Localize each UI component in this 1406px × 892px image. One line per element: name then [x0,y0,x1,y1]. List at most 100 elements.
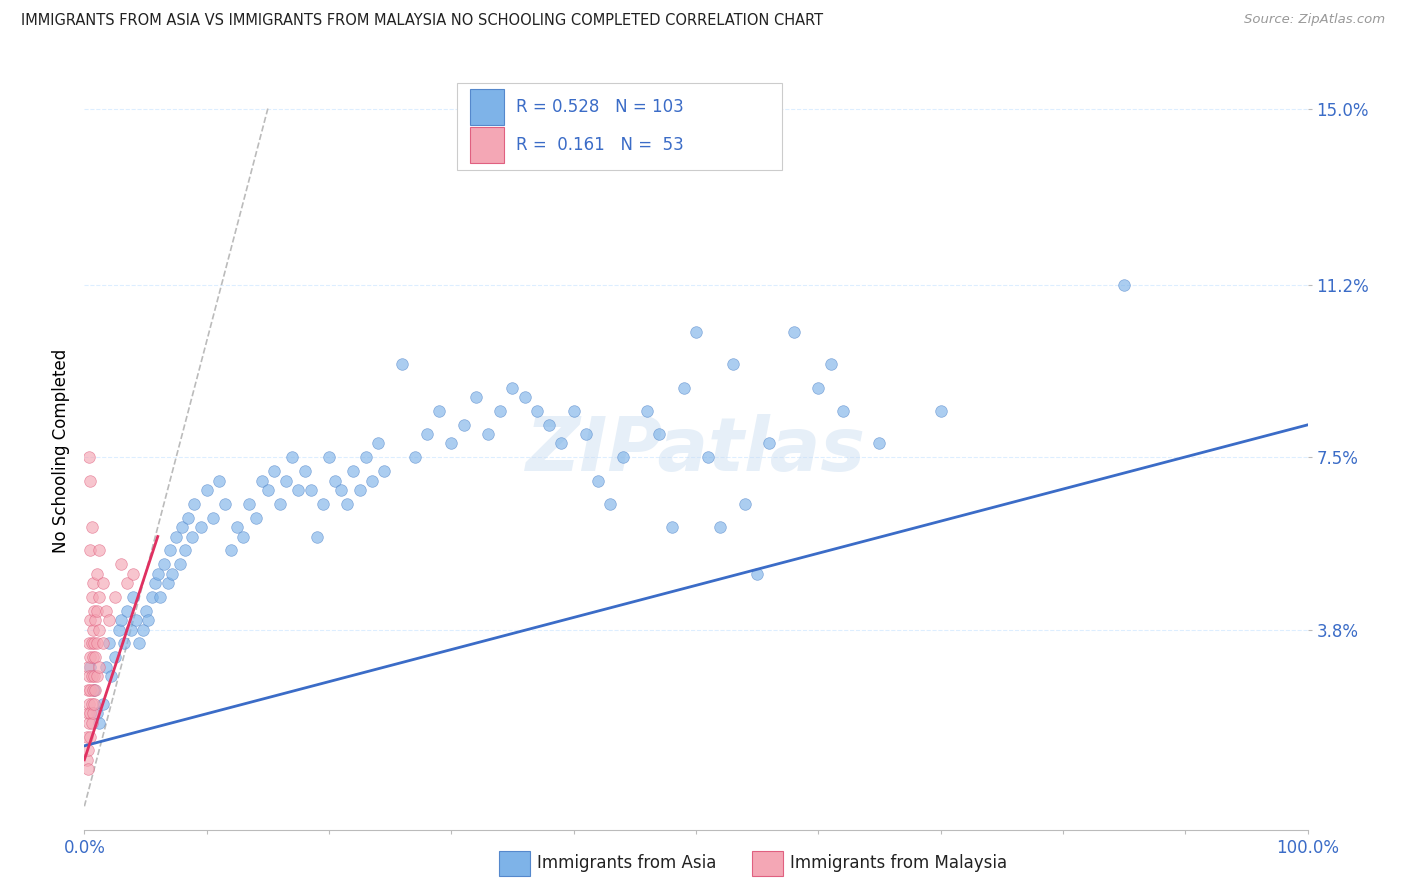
Point [783,325,806,339]
Point [208,474,231,488]
Point [477,427,499,442]
Point [721,358,744,372]
Point [143,576,166,591]
Point [87,623,110,637]
Point [79,613,101,627]
Point [367,436,389,450]
Point [159,543,181,558]
Point [550,436,572,450]
Point [80,669,103,683]
Point [831,404,853,418]
Point [82,650,104,665]
Text: R = 0.528   N = 103: R = 0.528 N = 103 [516,98,683,116]
Point [83,697,105,711]
Text: IMMIGRANTS FROM ASIA VS IMMIGRANTS FROM MALAYSIA NO SCHOOLING COMPLETED CORRELAT: IMMIGRANTS FROM ASIA VS IMMIGRANTS FROM … [21,13,824,29]
Point [132,623,155,637]
Point [87,543,110,558]
Point [440,436,463,450]
Point [373,464,395,478]
Point [86,604,108,618]
Point [612,450,634,465]
Point [232,529,254,543]
Point [276,474,298,488]
Point [80,520,103,534]
Point [747,566,769,581]
Point [115,576,138,591]
Point [538,417,561,432]
Text: R =  0.161   N =  53: R = 0.161 N = 53 [516,136,683,154]
Point [599,497,621,511]
Point [77,762,100,776]
Text: Immigrants from Malaysia: Immigrants from Malaysia [790,855,1007,872]
Text: ZIPatlas: ZIPatlas [526,414,866,487]
Point [125,613,148,627]
Point [84,650,107,665]
Point [77,715,100,730]
Point [1114,278,1136,293]
Point [83,669,105,683]
Point [91,636,114,650]
Point [177,511,200,525]
Point [360,474,382,488]
Point [281,450,304,465]
Point [404,450,426,465]
Point [162,566,184,581]
Point [120,623,142,637]
Point [76,753,98,767]
Point [181,529,204,543]
Point [104,590,127,604]
Point [226,520,249,534]
Point [82,706,104,721]
Point [86,636,108,650]
Point [135,604,157,618]
Point [104,650,127,665]
Point [77,636,100,650]
Point [453,417,475,432]
Point [349,483,371,497]
Point [672,381,695,395]
Point [80,715,103,730]
Point [77,683,100,698]
Point [269,497,291,511]
Point [190,520,212,534]
Y-axis label: No Schooling Completed: No Schooling Completed [52,349,70,552]
Point [287,483,309,497]
Point [82,576,104,591]
Point [87,715,110,730]
Point [336,497,359,511]
Point [294,464,316,478]
Point [115,604,138,618]
Point [323,474,346,488]
Point [122,590,145,604]
Bar [470,127,503,163]
Point [201,511,224,525]
Point [107,623,129,637]
Point [526,404,548,418]
Point [342,464,364,478]
Point [79,543,101,558]
Point [77,706,100,721]
Point [391,358,413,372]
Point [79,650,101,665]
Point [87,590,110,604]
Point [97,613,120,627]
Point [172,520,194,534]
Point [146,566,169,581]
Point [82,683,104,698]
Point [83,604,105,618]
Bar [470,89,503,125]
Point [79,706,101,721]
Text: Immigrants from Asia: Immigrants from Asia [537,855,717,872]
Point [156,576,179,591]
Point [96,659,118,673]
Point [112,636,135,650]
Point [86,669,108,683]
Point [238,497,260,511]
Point [173,543,195,558]
Point [636,404,658,418]
Point [110,613,132,627]
Point [929,404,952,418]
Point [91,576,114,591]
Bar [457,83,782,170]
Point [214,497,236,511]
